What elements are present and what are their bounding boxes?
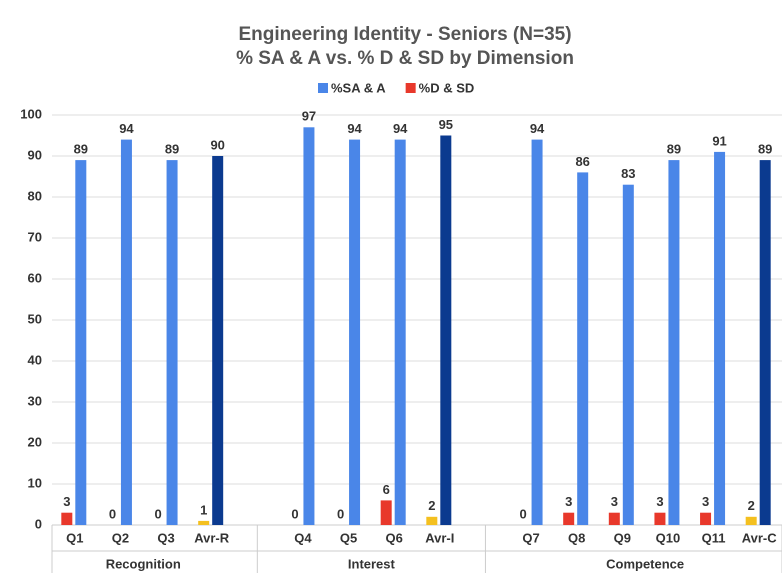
bar: [577, 172, 589, 525]
bar: [759, 160, 771, 525]
group-label: Recognition: [106, 556, 181, 571]
y-tick-label: 100: [20, 106, 42, 121]
legend-label: %D & SD: [419, 80, 475, 95]
bar: [531, 139, 543, 525]
x-tick-label: Avr-I: [425, 530, 454, 545]
value-label: 2: [428, 498, 435, 513]
value-label: 6: [383, 482, 390, 497]
group-label: Competence: [606, 556, 684, 571]
y-tick-label: 90: [28, 147, 42, 162]
bar: [61, 512, 73, 525]
value-label: 1: [200, 502, 207, 517]
value-label: 97: [302, 109, 316, 124]
x-tick-label: Q5: [340, 530, 357, 545]
value-label: 94: [530, 121, 545, 136]
x-tick-label: Q7: [522, 530, 539, 545]
legend-label: %SA & A: [331, 80, 386, 95]
y-tick-label: 30: [28, 393, 42, 408]
bar: [668, 160, 680, 525]
value-label: 94: [119, 121, 134, 136]
value-label: 89: [667, 142, 681, 157]
x-tick-label: Q1: [66, 530, 83, 545]
value-label: 94: [393, 121, 408, 136]
y-tick-label: 60: [28, 270, 42, 285]
chart-subtitle: % SA & A vs. % D & SD by Dimension: [236, 48, 574, 69]
y-tick-label: 40: [28, 352, 42, 367]
value-label: 3: [565, 494, 572, 509]
bar: [700, 512, 712, 525]
bar: [212, 156, 224, 525]
x-tick-label: Q10: [656, 530, 681, 545]
value-label: 3: [702, 494, 709, 509]
bar: [426, 516, 438, 525]
value-label: 90: [210, 137, 224, 152]
bar: [198, 520, 210, 525]
legend-swatch: [405, 83, 416, 93]
value-label: 3: [656, 494, 663, 509]
value-label: 95: [439, 117, 453, 132]
x-tick-label: Q2: [112, 530, 129, 545]
x-tick-label: Avr-C: [742, 530, 778, 545]
value-label: 94: [347, 121, 362, 136]
bar: [303, 127, 315, 526]
value-label: 0: [291, 506, 298, 521]
bar: [349, 139, 361, 525]
x-tick-label: Q6: [386, 530, 403, 545]
bar: [75, 160, 87, 525]
y-tick-label: 10: [28, 475, 42, 490]
legend-swatch: [318, 83, 328, 93]
x-tick-label: Q3: [157, 530, 174, 545]
bar: [394, 139, 406, 525]
bar: [654, 512, 666, 525]
value-label: 2: [748, 498, 755, 513]
x-tick-label: Avr-R: [194, 530, 230, 545]
value-label: 83: [621, 166, 635, 181]
value-label: 0: [337, 506, 344, 521]
bar: [622, 184, 634, 525]
value-label: 3: [611, 494, 618, 509]
x-tick-label: Q11: [702, 530, 726, 545]
bar: [380, 500, 392, 525]
y-tick-label: 50: [28, 311, 42, 326]
value-label: 0: [154, 506, 161, 521]
x-tick-label: Q8: [568, 530, 585, 545]
value-label: 91: [712, 133, 726, 148]
bar: [563, 512, 575, 525]
value-label: 89: [758, 142, 772, 157]
group-label: Interest: [348, 556, 396, 571]
x-tick-label: Q9: [614, 530, 631, 545]
bar: [608, 512, 620, 525]
y-tick-label: 0: [35, 516, 42, 531]
bar: [440, 135, 452, 525]
value-label: 86: [575, 154, 589, 169]
y-tick-label: 80: [28, 188, 42, 203]
bar: [120, 139, 132, 525]
y-tick-label: 70: [28, 229, 42, 244]
value-label: 89: [74, 142, 88, 157]
value-label: 0: [519, 506, 526, 521]
bar: [745, 516, 757, 525]
bar: [714, 151, 726, 525]
y-tick-label: 20: [28, 434, 42, 449]
value-label: 89: [165, 142, 179, 157]
value-label: 0: [109, 506, 116, 521]
chart-title: Engineering Identity - Seniors (N=35): [238, 24, 571, 45]
bar: [166, 160, 178, 525]
x-tick-label: Q4: [294, 530, 312, 545]
value-label: 3: [63, 494, 70, 509]
